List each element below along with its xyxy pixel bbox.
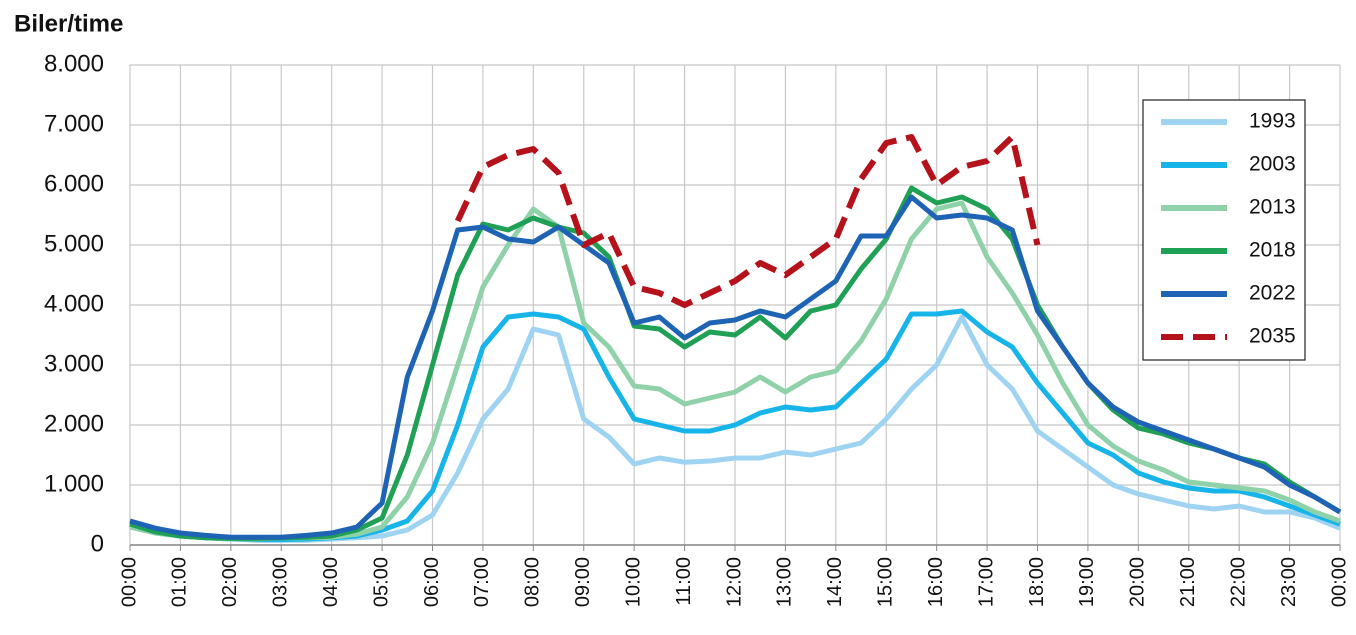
x-tick-label: 13:00 xyxy=(774,557,796,607)
x-tick-label: 15:00 xyxy=(875,557,897,607)
y-axis-label: Biler/time xyxy=(14,10,123,37)
x-tick-label: 20:00 xyxy=(1127,557,1149,607)
x-tick-label: 01:00 xyxy=(169,557,191,607)
x-tick-label: 12:00 xyxy=(723,557,745,607)
x-tick-label: 10:00 xyxy=(622,557,644,607)
legend-label: 2035 xyxy=(1249,325,1296,348)
series-line xyxy=(454,134,1041,308)
x-tick-label: 23:00 xyxy=(1278,557,1300,607)
x-tick-label: 21:00 xyxy=(1177,557,1199,607)
x-tick-label: 04:00 xyxy=(320,557,342,607)
x-tick-label: 07:00 xyxy=(471,557,493,607)
y-tick-label: 4.000 xyxy=(44,290,104,317)
y-tick-label: 7.000 xyxy=(44,110,104,137)
legend-label: 1993 xyxy=(1249,110,1296,133)
series-line xyxy=(129,194,1342,540)
y-tick-label: 5.000 xyxy=(44,230,104,257)
x-tick-label: 17:00 xyxy=(975,557,997,607)
x-tick-label: 16:00 xyxy=(925,557,947,607)
x-tick-label: 06:00 xyxy=(421,557,443,607)
legend-label: 2003 xyxy=(1249,153,1296,176)
x-tick-label: 09:00 xyxy=(572,557,594,607)
x-tick-label: 14:00 xyxy=(824,557,846,607)
x-tick-label: 11:00 xyxy=(673,557,695,606)
x-tick-label: 05:00 xyxy=(370,557,392,607)
legend-label: 2022 xyxy=(1249,282,1296,305)
y-tick-label: 6.000 xyxy=(44,170,104,197)
x-tick-label: 08:00 xyxy=(522,557,544,607)
series-line xyxy=(129,185,1342,541)
legend-box xyxy=(1142,99,1306,361)
y-tick-label: 8.000 xyxy=(44,50,104,77)
legend-label: 2018 xyxy=(1249,239,1296,262)
y-tick-label: 3.000 xyxy=(44,350,104,377)
x-tick-label: 22:00 xyxy=(1227,557,1249,607)
x-tick-label: 00:00 xyxy=(118,557,140,607)
x-tick-label: 02:00 xyxy=(219,557,241,607)
x-tick-label: 03:00 xyxy=(270,557,292,607)
legend-label: 2013 xyxy=(1249,196,1296,219)
x-tick-label: 18:00 xyxy=(1026,557,1048,607)
x-tick-label: 19:00 xyxy=(1076,557,1098,607)
y-tick-label: 1.000 xyxy=(44,470,104,497)
x-tick-label: 00:00 xyxy=(1328,557,1350,607)
y-tick-label: 0 xyxy=(91,530,104,557)
y-tick-label: 2.000 xyxy=(44,410,104,437)
